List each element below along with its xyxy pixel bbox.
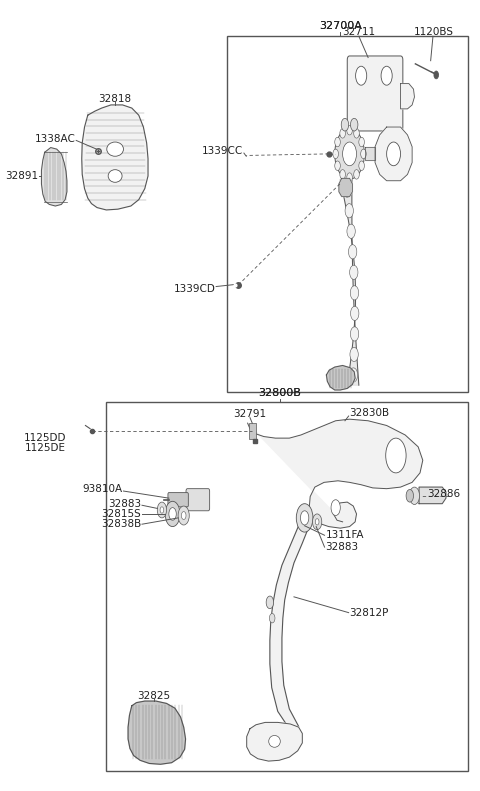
Circle shape	[345, 203, 353, 218]
Circle shape	[350, 286, 359, 300]
Ellipse shape	[108, 170, 122, 182]
Circle shape	[360, 149, 366, 159]
Circle shape	[406, 490, 413, 502]
Circle shape	[165, 501, 180, 527]
Circle shape	[296, 504, 313, 532]
Circle shape	[160, 507, 164, 513]
Text: 1338AC: 1338AC	[35, 134, 75, 144]
Circle shape	[348, 244, 357, 259]
Circle shape	[349, 265, 358, 279]
Polygon shape	[400, 84, 414, 109]
Circle shape	[335, 129, 364, 179]
Circle shape	[434, 71, 439, 79]
Circle shape	[315, 519, 319, 525]
Circle shape	[386, 438, 406, 473]
Circle shape	[354, 169, 360, 179]
Text: 1339CD: 1339CD	[173, 284, 215, 294]
Text: 32891: 32891	[5, 171, 38, 181]
Circle shape	[349, 368, 358, 382]
Text: 32825: 32825	[137, 691, 170, 701]
Text: 32812P: 32812P	[349, 607, 389, 618]
FancyBboxPatch shape	[186, 489, 210, 511]
Circle shape	[350, 306, 359, 320]
Circle shape	[386, 142, 400, 166]
Polygon shape	[247, 722, 302, 761]
Circle shape	[266, 596, 274, 609]
Circle shape	[333, 149, 338, 159]
Text: 1339CC: 1339CC	[202, 146, 243, 156]
Text: 32800B: 32800B	[259, 388, 301, 398]
Polygon shape	[339, 178, 352, 196]
Text: 1125DE: 1125DE	[25, 444, 66, 453]
Circle shape	[169, 508, 176, 520]
Text: 32883: 32883	[325, 542, 359, 552]
Text: 32838B: 32838B	[101, 519, 141, 529]
Circle shape	[356, 66, 367, 85]
Bar	[227, 36, 468, 392]
Text: 32700A: 32700A	[319, 21, 362, 31]
Circle shape	[354, 129, 360, 138]
Text: 32886: 32886	[428, 489, 461, 499]
Circle shape	[347, 126, 352, 135]
Circle shape	[347, 172, 352, 182]
Ellipse shape	[107, 142, 123, 157]
Circle shape	[269, 614, 275, 623]
Circle shape	[335, 138, 340, 147]
Circle shape	[181, 512, 186, 520]
Text: 32815S: 32815S	[101, 509, 141, 519]
Polygon shape	[326, 365, 355, 390]
Text: 32883: 32883	[108, 498, 141, 509]
Circle shape	[347, 224, 355, 238]
Circle shape	[350, 327, 359, 341]
Polygon shape	[82, 105, 148, 210]
Circle shape	[340, 169, 346, 179]
Polygon shape	[340, 180, 359, 385]
Text: 32711: 32711	[342, 27, 375, 37]
Ellipse shape	[269, 736, 280, 747]
Circle shape	[343, 142, 357, 166]
Circle shape	[300, 511, 309, 525]
Polygon shape	[128, 701, 186, 764]
Polygon shape	[419, 487, 446, 504]
Text: 1125DD: 1125DD	[24, 433, 66, 443]
Circle shape	[331, 500, 340, 516]
Text: 32818: 32818	[98, 93, 132, 104]
Polygon shape	[41, 148, 67, 206]
Circle shape	[341, 119, 348, 131]
FancyBboxPatch shape	[347, 56, 403, 131]
Circle shape	[381, 66, 392, 85]
Circle shape	[312, 514, 322, 530]
Circle shape	[157, 502, 167, 518]
Circle shape	[178, 506, 189, 525]
Text: 32700A: 32700A	[319, 21, 362, 31]
FancyBboxPatch shape	[249, 423, 256, 439]
Circle shape	[359, 138, 364, 147]
Text: 93810A: 93810A	[83, 484, 122, 494]
Polygon shape	[270, 524, 310, 729]
Circle shape	[350, 119, 358, 131]
Text: 32791: 32791	[233, 410, 266, 419]
Polygon shape	[365, 147, 375, 161]
Circle shape	[350, 347, 358, 361]
Circle shape	[335, 161, 340, 171]
Circle shape	[340, 129, 346, 138]
Text: 1311FA: 1311FA	[325, 530, 364, 540]
Circle shape	[359, 161, 364, 171]
Text: 32800B: 32800B	[259, 388, 301, 398]
Bar	[106, 402, 468, 770]
Polygon shape	[248, 419, 423, 528]
FancyBboxPatch shape	[168, 493, 188, 507]
Text: 1120BS: 1120BS	[414, 27, 454, 37]
Polygon shape	[375, 127, 412, 180]
Text: 32830B: 32830B	[349, 408, 390, 418]
Circle shape	[409, 487, 420, 505]
Circle shape	[343, 183, 351, 197]
